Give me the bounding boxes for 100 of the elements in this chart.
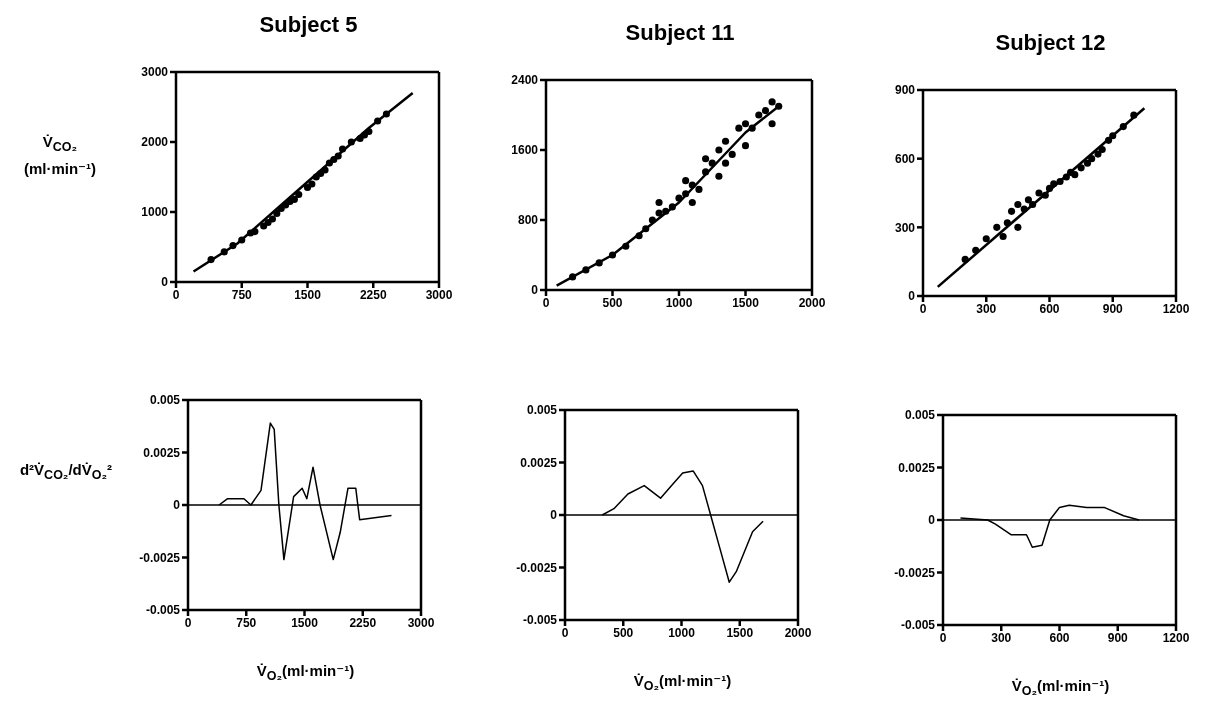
x-tick-label: 0 — [939, 630, 947, 645]
point — [708, 159, 716, 167]
y-tick-label: -0.005 — [145, 603, 181, 618]
point — [993, 223, 1001, 231]
x-tick-label: 300 — [976, 301, 997, 316]
y-tick-label: 900 — [894, 83, 916, 98]
point — [1007, 207, 1016, 215]
x-tick-label: 1500 — [294, 287, 322, 302]
y-tick-label: -0.005 — [522, 613, 558, 628]
point — [702, 155, 710, 163]
point — [268, 215, 276, 223]
chart-title: Subject 12 — [994, 30, 1107, 56]
point — [635, 232, 643, 240]
point — [374, 117, 382, 125]
point — [608, 251, 617, 259]
point — [295, 190, 303, 199]
x-tick-label: 3000 — [407, 615, 435, 630]
point — [695, 185, 703, 193]
y-tick-label: -0.0025 — [516, 560, 558, 575]
point — [282, 201, 290, 209]
point — [1050, 180, 1058, 188]
y-axis-title: d²V̇$_{CO₂}$/dV̇$_{O₂}$² — [18, 460, 114, 484]
point — [755, 111, 763, 119]
point — [317, 169, 325, 178]
point — [702, 168, 710, 176]
chart-title: Subject 11 — [624, 20, 736, 46]
point — [642, 225, 650, 233]
point — [1024, 196, 1032, 204]
point — [648, 216, 656, 224]
point — [622, 242, 630, 250]
point — [741, 120, 750, 128]
point — [768, 120, 776, 128]
point — [303, 183, 312, 192]
x-tick-label: 500 — [613, 625, 634, 640]
point — [1088, 155, 1096, 163]
point — [1083, 159, 1092, 167]
point — [1014, 223, 1022, 231]
x-tick-label: 750 — [231, 287, 253, 302]
point — [999, 232, 1007, 241]
point — [1041, 191, 1049, 199]
x-tick-label: 2250 — [349, 615, 377, 630]
point — [382, 110, 390, 118]
point — [290, 195, 298, 203]
x-tick-label: 1000 — [665, 295, 693, 310]
x-axis-title: V̇$_{O₂}$(ml·min⁻¹) — [1010, 677, 1111, 698]
point — [768, 98, 776, 106]
point — [735, 124, 743, 132]
y-tick-label: 0.0025 — [520, 455, 558, 470]
x-tick-label: 750 — [236, 615, 257, 630]
point — [220, 248, 228, 256]
point — [207, 256, 215, 264]
point — [662, 207, 670, 215]
point — [339, 145, 347, 153]
point — [1020, 205, 1028, 213]
point — [273, 209, 281, 217]
x-tick-label: 600 — [1039, 301, 1060, 316]
y-tick-label: 0.0025 — [898, 460, 936, 475]
point — [1045, 184, 1054, 192]
x-tick-label: 1200 — [1162, 630, 1190, 645]
point — [1062, 173, 1070, 181]
point — [582, 266, 590, 274]
point — [277, 204, 285, 213]
point — [1056, 177, 1064, 186]
point — [347, 138, 355, 146]
point — [321, 166, 329, 174]
y-tick-label: 800 — [517, 213, 539, 228]
x-tick-label: 1500 — [726, 625, 754, 640]
point — [775, 102, 783, 110]
x-tick-label: 1500 — [291, 615, 319, 630]
point — [312, 173, 320, 181]
point — [1104, 136, 1113, 144]
x-tick-label: 2000 — [784, 625, 812, 640]
point — [365, 127, 373, 136]
y-tick-label: -0.005 — [900, 618, 936, 633]
x-tick-label: 600 — [1049, 630, 1070, 645]
y-tick-label: 600 — [894, 151, 916, 166]
x-tick-label: 1200 — [1162, 301, 1190, 316]
point — [595, 259, 603, 267]
point — [682, 190, 690, 198]
line-series — [192, 91, 414, 273]
y-tick-label: -0.0025 — [139, 550, 181, 565]
x-tick-label: 500 — [602, 295, 623, 310]
y-tick-label: 2000 — [141, 135, 169, 150]
point — [982, 235, 990, 243]
point — [715, 172, 723, 180]
y-tick-label: 0 — [928, 513, 936, 528]
point — [1098, 145, 1106, 154]
y-tick-label: 0.005 — [904, 408, 936, 423]
y-axis-title: V̇$_{CO₂}$ (ml·min⁻¹) — [22, 132, 98, 179]
point — [1029, 200, 1037, 209]
point — [569, 273, 577, 281]
point — [961, 255, 969, 263]
point — [748, 124, 756, 132]
point — [655, 209, 663, 217]
y-tick-label: 300 — [894, 220, 916, 235]
x-axis-title: V̇$_{O₂}$(ml·min⁻¹) — [632, 672, 733, 693]
point — [1071, 171, 1079, 179]
point — [251, 228, 259, 236]
point — [1109, 132, 1117, 140]
point — [229, 242, 237, 250]
